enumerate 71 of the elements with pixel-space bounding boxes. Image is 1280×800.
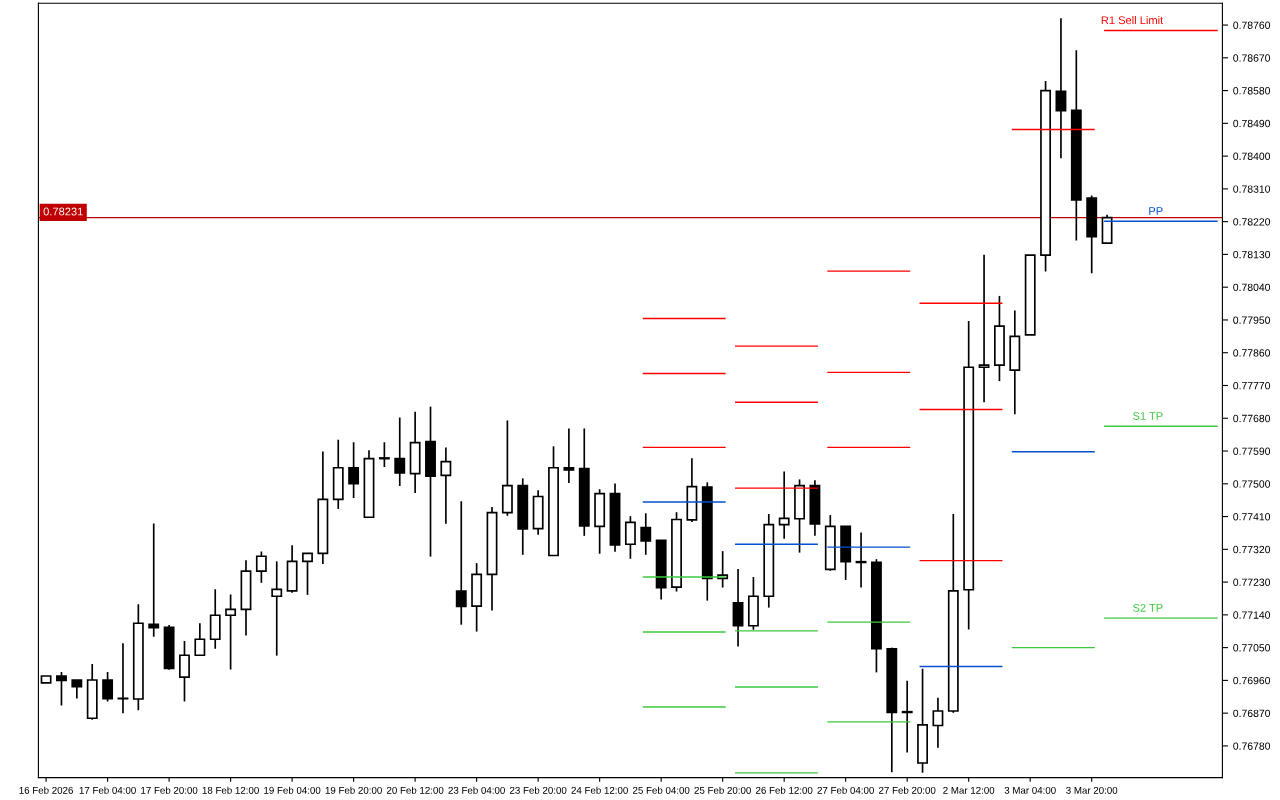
y-tick-label: 0.78310 [1233,185,1271,193]
x-tick-label: 23 Feb 04:00 [448,786,505,794]
candlestick [225,593,237,671]
y-tick-label: 0.76960 [1233,676,1271,685]
candlestick [348,441,360,499]
x-tick-label: 26 Feb 12:00 [756,786,813,794]
y-tick-label: 0.77680 [1233,414,1271,423]
x-tick-label: 19 Feb 04:00 [264,786,321,794]
x-tick-label: 23 Feb 20:00 [509,786,567,794]
y-tick-label: 0.76870 [1233,709,1271,718]
y-tick-label: 0.77950 [1233,316,1271,324]
y-tick-label: 0.77230 [1233,578,1271,586]
y-tick-label: 0.78400 [1233,152,1271,160]
y-tick-label: 0.78220 [1233,218,1271,226]
candlestick [932,697,944,749]
candlestick [978,253,990,404]
candlestick [563,427,575,484]
candlestick [194,622,206,657]
candlestick [378,441,390,468]
candlestick [778,470,790,540]
candlestick [255,550,267,584]
y-tick-label: 0.78580 [1233,87,1271,95]
candlestick [1055,17,1067,160]
series-label: R1 Sell Limit [1101,15,1164,25]
x-tick-label: 27 Feb 20:00 [879,786,936,794]
y-tick-label: 0.77770 [1233,381,1271,390]
x-tick-label: 16 Feb 2026 [19,786,73,794]
candlestick [302,552,313,596]
series-label: S2 TP [1133,603,1163,612]
candlestick [179,640,190,703]
candlestick [640,512,652,556]
y-tick-label: 0.77860 [1233,349,1271,357]
candlestick [148,522,160,638]
candlestick [56,671,67,707]
candlestick [455,500,467,626]
candlestick [901,679,913,754]
y-tick-label: 0.77140 [1233,611,1271,619]
x-tick-label: 19 Feb 20:00 [325,786,382,794]
y-tick-label: 0.77410 [1233,513,1271,521]
candlestick [117,642,129,714]
x-tick-label: 25 Feb 04:00 [633,786,690,794]
x-tick-label: 2 Mar 12:00 [943,786,995,794]
y-tick-label: 0.77500 [1233,480,1271,488]
x-tick-label: 17 Feb 04:00 [79,786,136,794]
x-tick-label: 20 Feb 12:00 [386,786,444,794]
candlestick [732,568,744,648]
x-tick-label: 27 Feb 04:00 [817,786,874,794]
series-label: S1 TP [1133,412,1163,420]
x-tick-label: 25 Feb 20:00 [694,786,751,794]
x-tick-label: 3 Mar 20:00 [1066,786,1118,794]
y-tick-label: 0.77590 [1233,447,1271,455]
y-tick-label: 0.77050 [1233,644,1271,652]
series-label: PP [1149,207,1163,215]
candlestick [102,671,114,703]
candlestick [624,515,636,560]
y-tick-label: 0.78490 [1233,119,1271,128]
y-tick-label: 0.76780 [1233,742,1271,750]
candlestick [440,446,452,525]
ref-line-label: 0.78231 [43,207,83,216]
y-tick-label: 0.78670 [1233,54,1271,62]
x-tick-label: 3 Mar 04:00 [1004,786,1056,794]
x-tick-label: 17 Feb 20:00 [141,786,198,794]
y-tick-label: 0.77320 [1233,545,1271,554]
x-tick-label: 18 Feb 12:00 [202,786,259,794]
x-tick-label: 24 Feb 12:00 [571,786,628,794]
y-tick-label: 0.78040 [1233,283,1271,292]
y-tick-label: 0.78130 [1233,250,1271,259]
candlestick [394,416,406,487]
y-tick-label: 0.78760 [1233,21,1271,29]
candlestick [71,679,83,700]
candlestick [271,560,283,657]
